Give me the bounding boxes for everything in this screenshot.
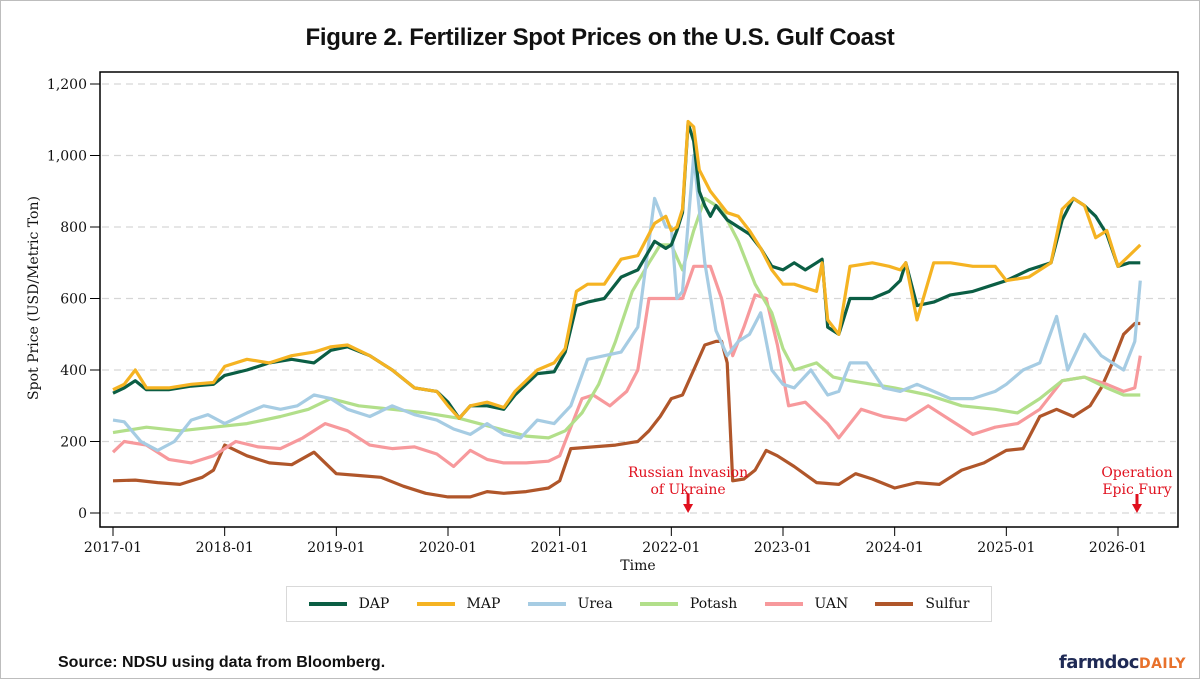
x-tick-label: 2026-01	[1089, 540, 1147, 556]
source-note: Source: NDSU using data from Bloomberg.	[58, 654, 386, 671]
x-tick-label: 2019-01	[307, 540, 365, 556]
series-lines	[111, 119, 1142, 499]
annotation-text: Epic Fury	[1102, 482, 1171, 498]
annotation-text: Operation	[1101, 465, 1172, 481]
gridlines	[102, 83, 1176, 514]
y-tick-label: 600	[60, 292, 87, 308]
x-tick-label: 2021-01	[531, 540, 589, 556]
y-axis-label: Spot Price (USD/Metric Ton)	[26, 196, 42, 400]
legend-label: MAP	[466, 596, 501, 612]
legend: DAP MAP Urea Potash UAN Sulfur	[286, 586, 992, 622]
annotation-text: Russian Invasion	[628, 465, 748, 481]
series-line-uan	[111, 264, 1142, 469]
annotation-text: of Ukraine	[650, 482, 725, 498]
plot-area	[99, 71, 1179, 528]
y-tick-label: 400	[60, 363, 87, 379]
brand-part1: farmdoc	[1058, 652, 1140, 673]
series-line-dap	[112, 121, 1141, 420]
legend-label: UAN	[814, 596, 849, 612]
legend-item-urea: Urea	[527, 596, 613, 612]
legend-swatch	[308, 602, 347, 606]
legend-swatch	[416, 602, 455, 606]
brand-part2: DAILY	[1138, 656, 1186, 672]
x-tick-label: 2024-01	[866, 540, 924, 556]
legend-item-map: MAP	[416, 596, 501, 612]
legend-label: Urea	[577, 596, 613, 612]
y-tick-label: 1,200	[47, 77, 87, 93]
legend-swatch	[764, 602, 803, 606]
x-tick-label: 2025-01	[977, 540, 1035, 556]
x-axis-label: Time	[620, 558, 655, 574]
y-tick-label: 0	[78, 506, 87, 522]
legend-item-dap: DAP	[308, 596, 390, 612]
x-tick-label: 2023-01	[754, 540, 812, 556]
legend-label: Potash	[689, 596, 738, 612]
x-tick-label: 2017-01	[84, 540, 142, 556]
x-tick-label: 2020-01	[419, 540, 477, 556]
annotation-arrow-icon	[683, 504, 694, 513]
legend-swatch	[639, 602, 678, 606]
y-tick-label: 800	[60, 220, 87, 236]
legend-swatch	[875, 602, 914, 606]
legend-item-potash: Potash	[639, 596, 738, 612]
legend-label: Sulfur	[925, 596, 970, 612]
y-tick-label: 200	[60, 435, 87, 451]
annotation-arrow-icon	[1131, 504, 1142, 513]
legend-item-sulfur: Sulfur	[875, 596, 969, 612]
brand-logo: farmdocDAILY	[1059, 652, 1186, 673]
series-line-sulfur	[112, 321, 1141, 499]
series-line-map	[112, 119, 1142, 420]
legend-label: DAP	[358, 596, 390, 612]
x-tick-label: 2022-01	[642, 540, 700, 556]
x-tick-label: 2018-01	[196, 540, 254, 556]
y-axis: 0 200 400 600 800 1,000 1,200	[47, 77, 100, 522]
y-tick-label: 1,000	[47, 149, 87, 165]
series-line-potash	[112, 196, 1141, 440]
x-axis: 2017-01 2018-01 2019-01 2020-01 2021-01 2022-…	[84, 527, 1147, 556]
legend-item-uan: UAN	[764, 596, 849, 612]
series-line-urea	[112, 153, 1142, 452]
legend-swatch	[527, 602, 566, 606]
chart-title: Figure 2. Fertilizer Spot Prices on the …	[305, 24, 895, 51]
